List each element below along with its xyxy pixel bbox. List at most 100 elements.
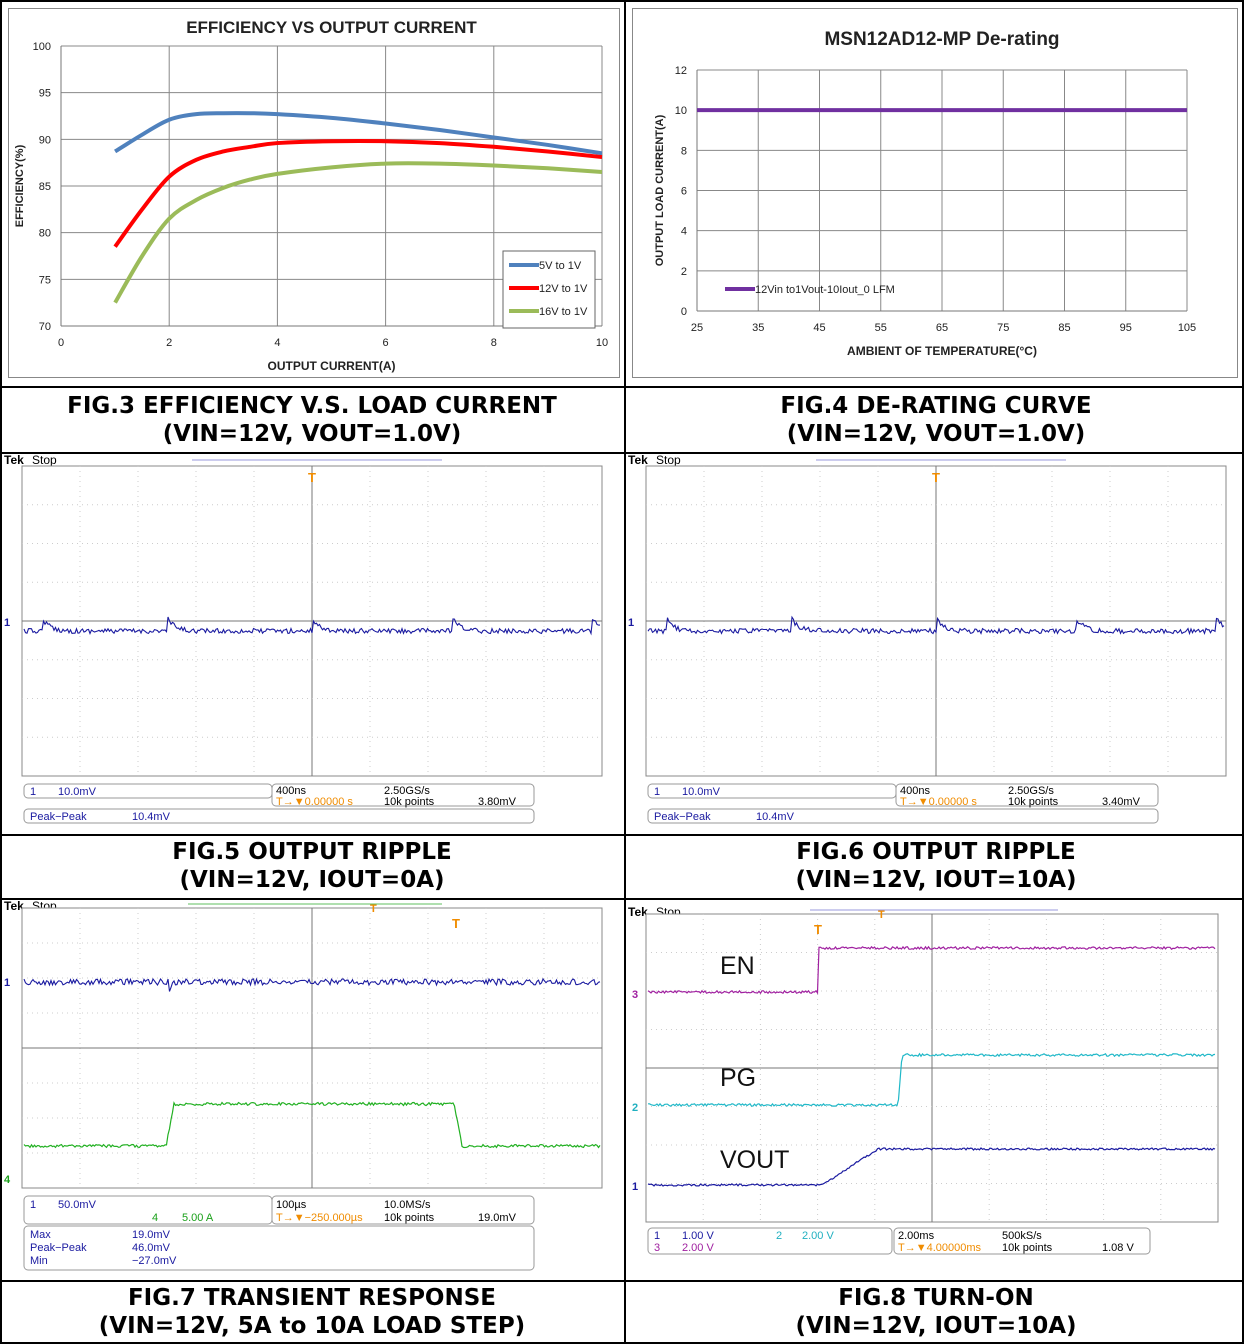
ch1-waveform — [23, 977, 601, 992]
trigger-delay: T→▼4.00000ms — [898, 1242, 982, 1254]
trigger-level: 3.40mV — [1102, 796, 1141, 808]
x-tick-label: 0 — [58, 337, 64, 349]
y-tick-label: 70 — [39, 321, 51, 333]
derating-chart-svg: MSN12AD12-MP De-rating 0 2 4 6 8 10 12 25 35 45 55 6… — [654, 29, 1196, 358]
ch4-marker: 4 — [4, 1174, 11, 1186]
x-tick-label: 2 — [166, 337, 172, 349]
ch1-badge: 1 — [654, 786, 660, 798]
scope-status: Stop — [656, 454, 681, 467]
sample-rate: 500kS/s — [1002, 1230, 1042, 1242]
info-box — [271, 783, 535, 807]
scope-fig6-svg: Tek Stop T 1 1 10.0mV 400ns 2.50GS/s T→▼0.00000 … — [628, 454, 1227, 824]
time-scale: 100µs — [276, 1199, 307, 1211]
ch1-waveform — [23, 616, 600, 636]
divider — [0, 386, 1244, 388]
signal-label-pg: PG — [720, 1064, 756, 1092]
ch1-marker: 1 — [628, 617, 634, 629]
derating-chart: MSN12AD12-MP De-rating 0 2 4 6 8 10 12 25 35 45 55 6… — [632, 8, 1238, 378]
meas-name: Peak−Peak — [30, 811, 87, 823]
ch4-badge: 4 — [152, 1212, 158, 1224]
signal-label-vout: VOUT — [720, 1146, 789, 1174]
trigger-marker: T — [452, 916, 460, 931]
legend-entry: 12Vin to1Vout-10Iout_0 LFM — [755, 284, 895, 296]
ch1-scale: 10.0mV — [58, 786, 97, 798]
divider — [0, 834, 1244, 836]
time-scale: 2.00ms — [898, 1230, 935, 1242]
record-length: 10k points — [1002, 1242, 1053, 1254]
y-tick-label: 100 — [33, 41, 51, 53]
trigger-delay: T→▼−250.000µs — [276, 1212, 363, 1224]
meas-name: Max — [30, 1229, 51, 1241]
series-line — [113, 138, 603, 248]
caption-fig8: FIG.8 TURN-ON (VIN=12V, IOUT=10A) — [795, 1285, 1077, 1339]
y-tick-label: 8 — [681, 145, 687, 157]
trigger-delay: T→▼0.00000 s — [276, 796, 353, 808]
y-tick-label: 80 — [39, 228, 51, 240]
efficiency-chart-svg: EFFICIENCY VS OUTPUT CURRENT707580859095… — [14, 18, 608, 373]
meas-name: Peak−Peak — [30, 1242, 87, 1254]
info-box — [647, 808, 1159, 824]
chart-title: EFFICIENCY VS OUTPUT CURRENT — [186, 18, 477, 37]
x-tick-label: 4 — [274, 337, 280, 349]
series-line — [113, 161, 603, 304]
caption-fig7: FIG.7 TRANSIENT RESPONSE (VIN=12V, 5A to … — [98, 1285, 526, 1339]
x-tick-label: 105 — [1178, 322, 1196, 334]
efficiency-chart: EFFICIENCY VS OUTPUT CURRENT 70 75 80 85 90 95… — [8, 8, 620, 378]
y-tick-label: 10 — [675, 105, 687, 117]
ch2-waveform — [648, 1052, 1216, 1108]
record-length: 10k points — [384, 796, 435, 808]
divider — [0, 452, 1244, 454]
frame-top — [0, 0, 1244, 2]
x-tick-label: 55 — [875, 322, 887, 334]
caption-fig5: FIG.5 OUTPUT RIPPLE (VIN=12V, IOUT=0A) — [172, 839, 452, 893]
x-tick-label: 75 — [997, 322, 1009, 334]
scope-fig7: Tek Stop T T 1 4 1 50.0mV 4 5.00 A 100µs 10.0MS/s T→… — [2, 900, 622, 1278]
ch1-marker: 1 — [4, 977, 10, 989]
ch1-waveform — [647, 615, 1225, 636]
x-tick-label: 85 — [1058, 322, 1070, 334]
x-tick-label: 45 — [813, 322, 825, 334]
info-box — [271, 1195, 535, 1225]
scope-brand: Tek — [628, 905, 648, 919]
y-tick-label: 6 — [681, 186, 687, 198]
meas-value: −27.0mV — [132, 1255, 177, 1267]
trigger-delay: T→▼0.00000 s — [900, 796, 977, 808]
ch4-waveform — [23, 1101, 601, 1149]
info-box — [647, 1227, 893, 1255]
sample-rate: 10.0MS/s — [384, 1199, 431, 1211]
scope-fig8: Tek Stop T T 3 2 1 EN PG VOUT 1 1.00 V 2 2.00 V 3 2.00 … — [626, 900, 1242, 1278]
ch3-marker: 3 — [632, 989, 638, 1001]
ch2-scale: 2.00 V — [802, 1230, 834, 1242]
y-tick-label: 0 — [681, 306, 687, 318]
y-tick-label: 75 — [39, 274, 51, 286]
y-tick-label: 2 — [681, 266, 687, 278]
trigger-marker: T — [878, 909, 885, 921]
y-axis-label: EFFICIENCY(%) — [14, 144, 26, 227]
x-tick-label: 65 — [936, 322, 948, 334]
x-tick-label: 25 — [691, 322, 703, 334]
caption-fig4: FIG.4 DE-RATING CURVE (VIN=12V, VOUT=1.0V… — [780, 393, 1092, 447]
y-tick-label: 90 — [39, 134, 51, 146]
frame-bottom — [0, 1342, 1244, 1344]
ch1-badge: 1 — [30, 786, 36, 798]
info-box — [893, 1227, 1151, 1255]
ch3-badge: 3 — [654, 1242, 660, 1254]
x-axis-label: OUTPUT CURRENT(A) — [268, 359, 396, 373]
x-tick-label: 10 — [596, 337, 608, 349]
legend-entry: 5V to 1V — [539, 260, 582, 272]
x-tick-label: 35 — [752, 322, 764, 334]
record-length: 10k points — [1008, 796, 1059, 808]
trigger-marker: T — [308, 470, 316, 485]
meas-value: 19.0mV — [132, 1229, 171, 1241]
meas-name: Min — [30, 1255, 48, 1267]
y-tick-label: 95 — [39, 88, 51, 100]
divider — [0, 1280, 1244, 1282]
sample-rate: 2.50GS/s — [384, 785, 430, 797]
legend-entry: 12V to 1V — [539, 283, 588, 295]
ch1-badge: 1 — [30, 1199, 36, 1211]
scope-fig5-svg: Tek Stop T 1 1 10.0mV 400ns 2.50GS/s T→▼0.00000 … — [4, 454, 603, 824]
time-scale: 400ns — [276, 785, 306, 797]
frame-right — [1242, 0, 1244, 1344]
